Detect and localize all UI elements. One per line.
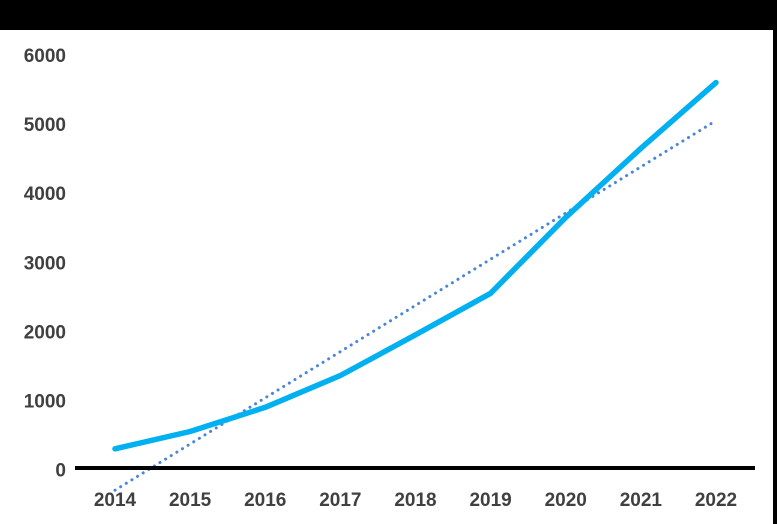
x-axis-tick-label: 2018 [394, 490, 436, 511]
x-axis-tick-label: 2022 [695, 490, 737, 511]
y-axis-tick-label: 6000 [24, 46, 66, 67]
actual-values-line [112, 79, 719, 452]
y-axis-tick-label: 3000 [24, 253, 66, 274]
top-black-bar [0, 0, 777, 30]
y-axis-tick-label: 2000 [24, 322, 66, 343]
x-axis-tick-label: 2015 [169, 490, 212, 511]
y-axis-tick-label: 4000 [24, 184, 66, 205]
linear-trendline-line [113, 119, 718, 492]
y-axis-tick-label: 1000 [24, 391, 66, 412]
x-axis-tick-label: 2017 [319, 490, 361, 511]
x-axis-tick-label: 2019 [469, 490, 511, 511]
x-axis-tick-label: 2021 [620, 490, 663, 511]
y-axis-tick-label: 5000 [24, 115, 66, 136]
x-axis-tick-label: 2014 [94, 490, 137, 511]
y-axis-tick-label: 0 [55, 461, 66, 482]
x-axis-tick-label: 2016 [244, 490, 286, 511]
x-axis-tick-label: 2020 [545, 490, 587, 511]
right-black-bar [773, 0, 777, 524]
